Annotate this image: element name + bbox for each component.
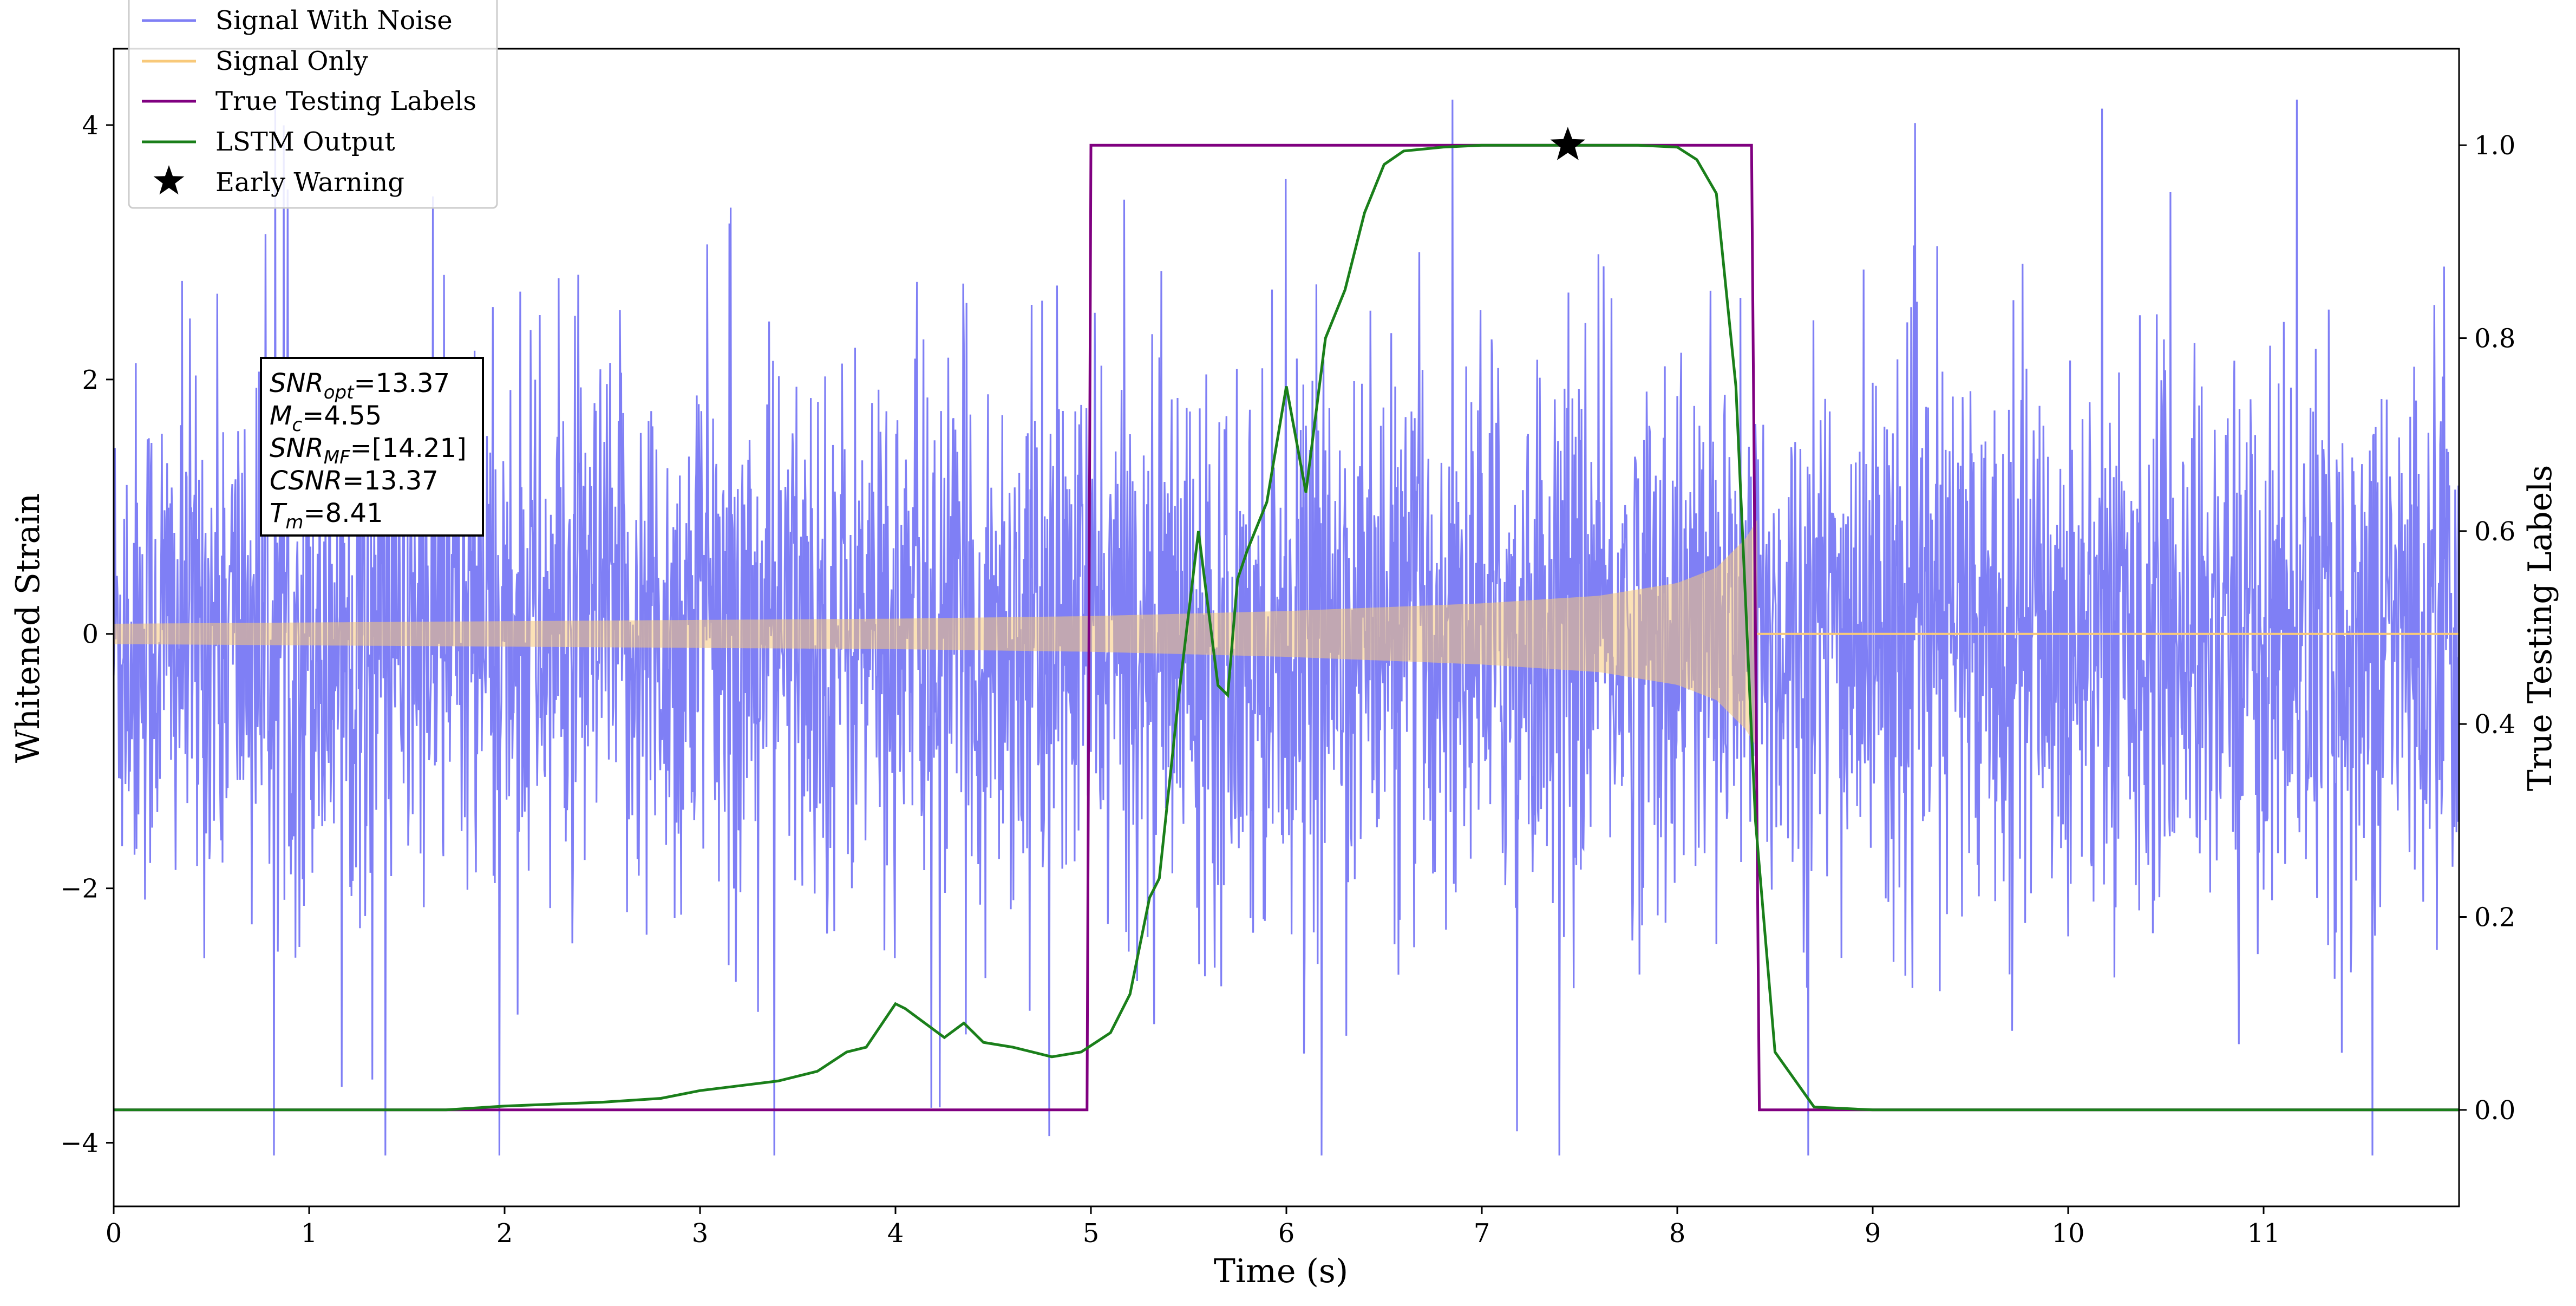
legend-star-marker-icon <box>153 165 185 195</box>
annotation-frame <box>260 357 484 537</box>
y-right-tick-label: 0.8 <box>2474 324 2515 354</box>
legend-label-true-testing-labels: True Testing Labels <box>215 86 476 116</box>
ticks-layer: 0 1 2 3 4 5 6 7 8 9 10 11 −4 −2 0 2 4 0.0 0.2 0.4 0.6 0.8 1.0 <box>60 110 2515 1249</box>
x-axis-label: Time (s) <box>1214 1252 1348 1290</box>
x-tick-label: 5 <box>1083 1218 1100 1249</box>
y-left-tick-label: −2 <box>60 874 99 904</box>
y-right-tick-label: 0.6 <box>2474 517 2515 547</box>
series-signal-only-envelope <box>114 519 1757 749</box>
annotation-line-snr-mf: SNRMF=[14.21] <box>270 433 467 468</box>
y-left-tick-label: 4 <box>82 110 99 141</box>
x-tick-label: 2 <box>496 1218 513 1249</box>
annotation-line-mc: Mc=4.55 <box>270 401 382 436</box>
annotation-box: SNRopt=13.37 Mc=4.55 SNRMF=[14.21] CSNR=… <box>260 357 484 537</box>
y-right-tick-label: 0.4 <box>2474 709 2515 740</box>
x-tick-label: 4 <box>887 1218 904 1249</box>
x-tick-label: 0 <box>106 1218 122 1249</box>
x-tick-label: 11 <box>2247 1218 2280 1249</box>
y-left-tick-label: 2 <box>82 365 99 395</box>
legend-label-signal-with-noise: Signal With Noise <box>215 5 453 36</box>
y-axis-label-left: Whitened Strain <box>9 493 47 763</box>
annotation-line-snr-opt: SNRopt=13.37 <box>270 368 450 403</box>
legend-label-early-warning: Early Warning <box>215 167 404 198</box>
y-left-tick-label: −4 <box>60 1128 99 1159</box>
series-layer <box>113 99 2460 1156</box>
x-tick-label: 9 <box>1865 1218 1881 1249</box>
y-right-tick-label: 1.0 <box>2474 130 2515 161</box>
annotation-line-tm: Tm=8.41 <box>270 498 383 533</box>
x-tick-label: 6 <box>1278 1218 1295 1249</box>
early-warning-star-marker <box>1550 127 1586 160</box>
x-tick-label: 8 <box>1669 1218 1686 1249</box>
x-tick-label: 10 <box>2051 1218 2084 1249</box>
y-left-tick-label: 0 <box>82 619 99 650</box>
y-axis-label-right: True Testing Labels <box>2521 465 2559 792</box>
annotation-line-csnr: CSNR=13.37 <box>270 466 439 496</box>
y-right-tick-label: 0.2 <box>2474 903 2515 933</box>
legend: Signal With Noise Signal Only True Testi… <box>128 0 498 209</box>
legend-frame <box>128 0 498 209</box>
legend-label-signal-only: Signal Only <box>215 46 368 76</box>
y-right-tick-label: 0.0 <box>2474 1095 2515 1126</box>
x-tick-label: 7 <box>1474 1218 1490 1249</box>
x-tick-label: 3 <box>692 1218 709 1249</box>
series-lstm-output <box>114 143 2459 1112</box>
legend-label-lstm-output: LSTM Output <box>215 127 395 157</box>
x-tick-label: 1 <box>301 1218 318 1249</box>
